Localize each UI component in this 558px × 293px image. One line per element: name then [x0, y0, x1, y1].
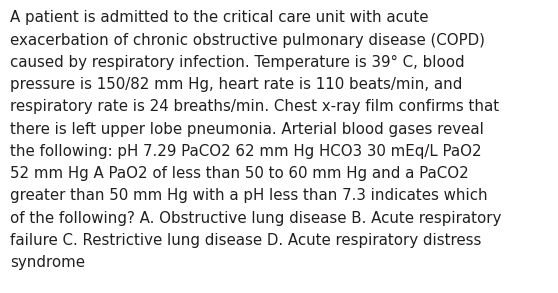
Text: there is left upper lobe pneumonia. Arterial blood gases reveal: there is left upper lobe pneumonia. Arte… — [10, 122, 484, 137]
Text: exacerbation of chronic obstructive pulmonary disease (COPD): exacerbation of chronic obstructive pulm… — [10, 33, 485, 47]
Text: greater than 50 mm Hg with a pH less than 7.3 indicates which: greater than 50 mm Hg with a pH less tha… — [10, 188, 488, 203]
Text: the following: pH 7.29 PaCO2 62 mm Hg HCO3 30 mEq/L PaO2: the following: pH 7.29 PaCO2 62 mm Hg HC… — [10, 144, 482, 159]
Text: failure C. Restrictive lung disease D. Acute respiratory distress: failure C. Restrictive lung disease D. A… — [10, 233, 482, 248]
Text: caused by respiratory infection. Temperature is 39° C, blood: caused by respiratory infection. Tempera… — [10, 55, 465, 70]
Text: 52 mm Hg A PaO2 of less than 50 to 60 mm Hg and a PaCO2: 52 mm Hg A PaO2 of less than 50 to 60 mm… — [10, 166, 469, 181]
Text: A patient is admitted to the critical care unit with acute: A patient is admitted to the critical ca… — [10, 10, 429, 25]
Text: of the following? A. Obstructive lung disease B. Acute respiratory: of the following? A. Obstructive lung di… — [10, 211, 502, 226]
Text: syndrome: syndrome — [10, 255, 85, 270]
Text: respiratory rate is 24 breaths/min. Chest x-ray film confirms that: respiratory rate is 24 breaths/min. Ches… — [10, 99, 499, 114]
Text: pressure is 150/82 mm Hg, heart rate is 110 beats/min, and: pressure is 150/82 mm Hg, heart rate is … — [10, 77, 463, 92]
